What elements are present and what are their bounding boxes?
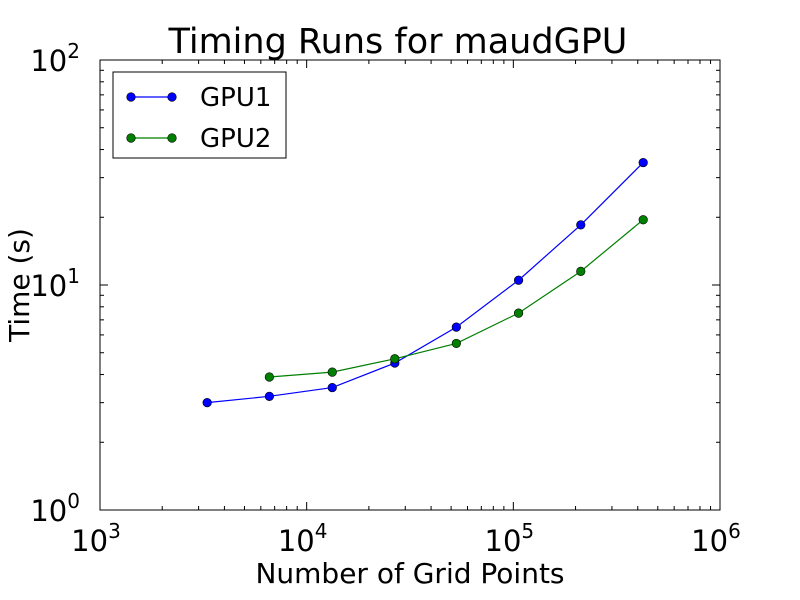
y-tick-label: 100 [30, 489, 80, 528]
data-point-gpu2 [576, 266, 586, 276]
legend-marker [126, 133, 136, 143]
legend-item-gpu1: GPU1 [126, 83, 271, 113]
data-point-gpu1 [513, 275, 524, 285]
series-line-gpu1 [207, 162, 644, 404]
major-ticks [99, 59, 721, 511]
series-gpu2 [264, 215, 648, 382]
y-tick-label: 101 [30, 264, 80, 303]
series-layer [202, 157, 648, 408]
data-point-gpu1 [638, 157, 648, 168]
series-gpu1 [202, 157, 648, 408]
x-axis-label: Number of Grid Points [255, 557, 564, 590]
data-point-gpu2 [638, 215, 648, 225]
chart-title: Timing Runs for maudGPU [168, 22, 628, 62]
y-tick-labels: 100 101 102 [30, 39, 80, 528]
y-axis-label: Time (s) [3, 228, 36, 343]
x-tick-label: 106 [691, 519, 741, 558]
y-tick-label: 102 [30, 39, 80, 78]
data-point-gpu1 [451, 322, 461, 332]
x-tick-label: 105 [485, 519, 535, 558]
data-point-gpu2 [390, 354, 400, 364]
legend-label: GPU2 [200, 124, 271, 154]
data-point-gpu1 [202, 398, 212, 408]
data-point-gpu2 [451, 338, 461, 349]
legend-marker [126, 92, 136, 102]
data-point-gpu1 [264, 391, 274, 401]
data-point-gpu1 [576, 220, 586, 230]
legend: GPU1 GPU2 [112, 71, 287, 159]
data-point-gpu2 [264, 372, 274, 382]
legend-marker [167, 92, 177, 102]
data-point-gpu2 [327, 367, 337, 377]
x-tick-label: 104 [278, 519, 328, 558]
legend-label: GPU1 [200, 83, 271, 113]
minor-ticks [100, 60, 720, 510]
data-point-gpu1 [327, 382, 337, 393]
x-tick-labels: 103 104 105 106 [71, 519, 741, 558]
data-point-gpu2 [513, 308, 524, 318]
legend-marker [167, 133, 177, 143]
x-tick-label: 103 [71, 519, 121, 558]
legend-box [112, 71, 287, 159]
legend-item-gpu2: GPU2 [126, 124, 271, 154]
